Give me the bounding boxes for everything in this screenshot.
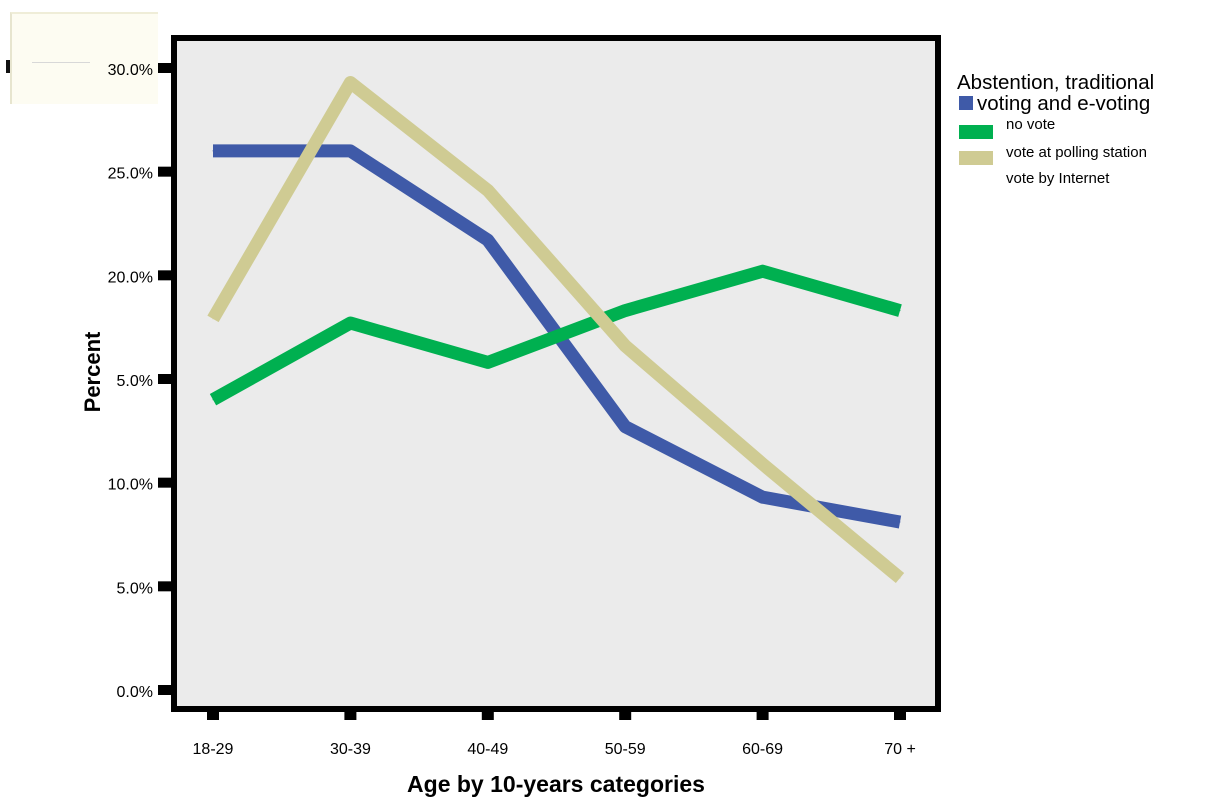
- y-tick-label: 0.0%: [117, 684, 153, 701]
- y-tick-mark: [158, 166, 172, 177]
- data-point: [212, 150, 214, 152]
- y-tick-mark: [158, 685, 172, 695]
- y-tick-mark: [158, 270, 172, 281]
- data-point: [487, 361, 489, 363]
- x-tick-label: 60-69: [742, 741, 783, 758]
- y-tick-mark: [158, 374, 172, 384]
- x-axis: 18-29 30-39 40-49 50-59 60-69 70 +: [193, 711, 916, 758]
- data-point: [349, 150, 351, 152]
- y-axis: 0.0% 5.0% 10.0% 5.0% 20.0% 25.0% 30.0%: [108, 62, 172, 701]
- legend-swatch: [959, 125, 993, 139]
- y-tick-label: 20.0%: [108, 269, 153, 286]
- legend-items: no vote vote at polling station vote by In…: [959, 96, 1147, 187]
- x-tick-mark: [207, 711, 219, 720]
- data-point: [899, 521, 901, 523]
- y-axis-label: Percent: [80, 331, 105, 412]
- x-tick-label: 30-39: [330, 741, 371, 758]
- legend-title-line-2: voting and e-voting: [977, 92, 1150, 115]
- data-point: [762, 463, 764, 465]
- legend: Abstention, traditional voting and e-vot…: [957, 71, 1154, 187]
- x-axis-label: Age by 10-years categories: [407, 771, 705, 797]
- data-point: [762, 270, 764, 272]
- x-tick-mark: [756, 711, 769, 720]
- y-tick-label: 30.0%: [108, 62, 153, 79]
- legend-label: no vote: [1006, 116, 1055, 133]
- y-tick-mark: [158, 63, 172, 73]
- series-lines: [207, 76, 905, 584]
- data-point: [487, 239, 489, 241]
- data-point: [487, 189, 489, 191]
- thumbnail-mark: [6, 60, 10, 73]
- y-tick-label: 5.0%: [117, 580, 153, 597]
- legend-swatch: [959, 151, 993, 165]
- data-point: [899, 577, 901, 579]
- legend-title-line-1: Abstention, traditional: [957, 71, 1154, 94]
- x-tick-label: 40-49: [467, 741, 508, 758]
- data-point: [349, 82, 351, 84]
- legend-label: vote at polling station: [1006, 144, 1147, 161]
- y-tick-mark: [158, 581, 172, 592]
- legend-label: vote by Internet: [1006, 170, 1110, 187]
- data-point: [624, 345, 626, 347]
- data-point: [212, 399, 214, 401]
- y-tick-label: 10.0%: [108, 477, 153, 494]
- legend-swatch: [959, 96, 973, 110]
- x-tick-label: 50-59: [605, 741, 646, 758]
- data-point: [899, 310, 901, 312]
- x-tick-mark: [894, 711, 906, 720]
- x-tick-label: 18-29: [193, 741, 234, 758]
- data-point: [762, 496, 764, 498]
- x-tick-mark: [481, 711, 494, 720]
- plot-area: [171, 35, 941, 712]
- x-tick-mark: [619, 711, 632, 720]
- x-tick-label: 70 +: [884, 741, 916, 758]
- data-point: [349, 322, 351, 324]
- series-line-3: [207, 76, 905, 584]
- y-tick-mark: [158, 477, 172, 488]
- y-tick-label: 25.0%: [108, 166, 153, 183]
- thumbnail-line: [32, 62, 90, 63]
- x-tick-mark: [344, 711, 357, 720]
- series-line-2: [209, 264, 902, 406]
- data-point: [212, 318, 214, 320]
- data-point: [624, 310, 626, 312]
- data-point: [624, 426, 626, 428]
- y-tick-label: 5.0%: [117, 373, 153, 390]
- thumbnail-overlay: [10, 12, 158, 104]
